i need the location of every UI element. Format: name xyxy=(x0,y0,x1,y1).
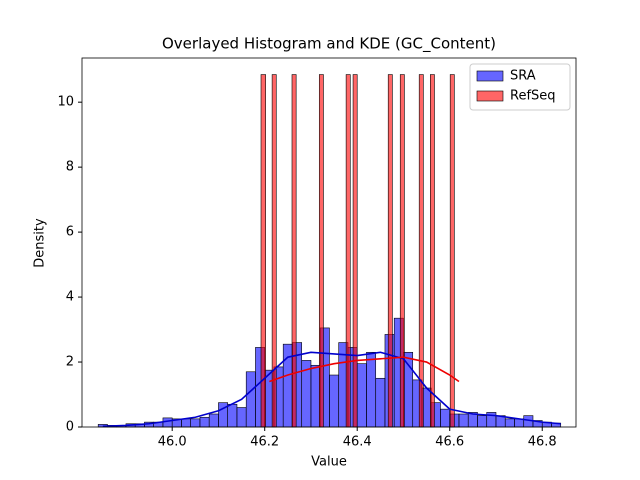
histogram-bar xyxy=(199,416,210,428)
chart-title: Overlayed Histogram and KDE (GC_Content) xyxy=(162,35,496,54)
histogram-bar xyxy=(458,413,469,428)
histogram-bar xyxy=(190,418,201,428)
histogram-bar xyxy=(245,371,256,428)
y-axis-label: Density xyxy=(33,218,48,268)
x-tick-label: 46.0 xyxy=(158,435,187,450)
histogram-bar xyxy=(345,74,351,428)
plot-frame xyxy=(81,57,577,428)
histogram-bar xyxy=(399,74,405,428)
x-tick-label: 46.4 xyxy=(343,435,372,450)
legend-swatch xyxy=(476,90,504,102)
y-tick-label: 2 xyxy=(66,355,74,370)
histogram-bar xyxy=(477,415,488,428)
histogram-bar xyxy=(366,351,377,428)
histogram-bar xyxy=(440,408,451,428)
kde-line xyxy=(102,351,561,428)
histogram-bar xyxy=(236,407,247,428)
y-tick-label: 0 xyxy=(66,420,74,435)
histogram-bar xyxy=(260,74,266,428)
x-tick-label: 46.6 xyxy=(435,435,464,450)
histogram-bar xyxy=(318,74,324,428)
y-tick-label: 8 xyxy=(66,160,74,175)
histogram-bar xyxy=(352,74,358,428)
x-axis-label: Value xyxy=(311,455,347,470)
histogram-bar xyxy=(329,374,340,428)
y-tick-label: 6 xyxy=(66,225,74,240)
legend-label: SRA xyxy=(510,69,536,84)
histogram-bar xyxy=(271,74,277,428)
histogram-bar xyxy=(208,413,219,428)
histogram-bar xyxy=(449,74,455,428)
histogram-bar xyxy=(375,377,386,428)
histogram-bar xyxy=(504,418,515,428)
histogram-bar xyxy=(356,363,367,428)
legend-label: RefSeq xyxy=(510,89,556,104)
y-tick-label: 4 xyxy=(66,290,74,305)
histogram-bar xyxy=(181,418,191,428)
legend-swatch xyxy=(476,70,504,82)
x-tick-label: 46.2 xyxy=(250,435,279,450)
histogram-bar xyxy=(387,74,393,428)
histogram-bar xyxy=(227,403,238,428)
histogram-bar xyxy=(162,417,173,428)
x-tick-label: 46.8 xyxy=(528,435,557,450)
y-tick-label: 10 xyxy=(57,95,74,110)
histogram-bar xyxy=(429,74,435,428)
kde-line xyxy=(269,356,460,383)
histogram-bar xyxy=(310,364,321,428)
histogram-bar xyxy=(418,74,424,428)
